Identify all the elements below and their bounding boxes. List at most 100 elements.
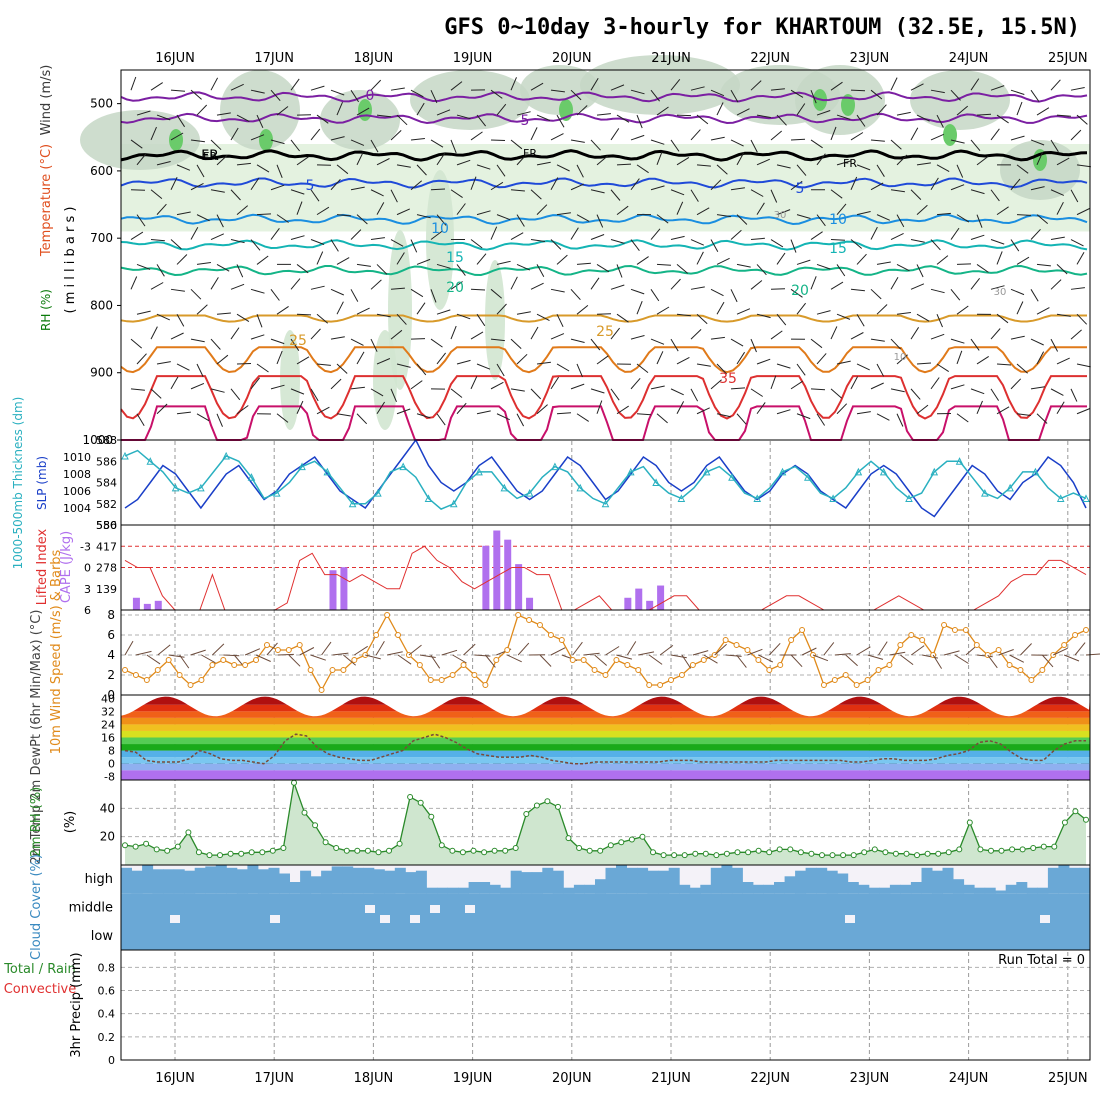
rh-marker <box>671 852 678 859</box>
rh-marker <box>195 849 202 856</box>
rh-marker <box>122 842 128 849</box>
wind-barb <box>316 114 329 124</box>
wind-barb <box>390 130 402 141</box>
wind-barb <box>576 105 588 116</box>
wind-speed-marker <box>820 682 827 688</box>
wind-barb <box>990 189 1000 202</box>
wind-barb <box>416 164 427 176</box>
wind-barb <box>770 288 786 290</box>
wind-barb <box>216 263 230 272</box>
wind-barb <box>1070 388 1078 402</box>
wind-barb <box>950 139 965 144</box>
wind-barb <box>1070 287 1085 290</box>
date-label-top: 17JUN <box>254 51 294 66</box>
thickness-marker <box>626 467 635 476</box>
wind-barb <box>276 350 283 365</box>
wind-barb <box>536 404 548 415</box>
wind-speed-marker <box>941 622 948 628</box>
wind-tick-label: 0 <box>107 688 115 702</box>
wind-barb <box>476 114 486 127</box>
wind-barb <box>650 89 660 102</box>
cloud-high-bar <box>942 867 954 894</box>
wind-barb <box>756 202 765 215</box>
wind-barb <box>696 164 711 167</box>
wind-speed-marker <box>908 632 915 638</box>
wind-barb <box>356 263 371 267</box>
date-label-bottom: 18JUN <box>354 1071 394 1086</box>
wind-barb <box>290 235 305 241</box>
wind-barb <box>1050 388 1064 396</box>
cape-bar <box>132 597 140 610</box>
wind-barb <box>190 182 204 191</box>
wind-barb <box>790 89 804 98</box>
wind-barb <box>316 363 331 366</box>
wind-barb <box>296 356 310 365</box>
wind-barb <box>210 277 219 290</box>
cloud-high-bar <box>595 879 606 894</box>
thickness-marker <box>1056 494 1065 502</box>
wind-barb <box>590 234 605 240</box>
wind-barb <box>716 102 724 116</box>
thickness-marker <box>854 467 863 476</box>
cloud-high-bar <box>753 884 764 894</box>
cloud-high-bar <box>489 884 501 894</box>
wind-barb <box>356 413 368 425</box>
rh-marker <box>840 852 847 859</box>
wind-barb <box>536 161 551 166</box>
wind-barb <box>636 301 643 315</box>
ylabel-3hr-precip: 3hr Precip (mm) <box>69 952 84 1057</box>
wind-barb-10m <box>266 642 278 656</box>
wind-barb <box>310 388 319 402</box>
thickness-marker <box>905 494 913 502</box>
wind-barb <box>636 413 652 416</box>
wind-barb <box>1076 252 1085 265</box>
cloud-level-label: low <box>91 929 114 944</box>
rh-marker <box>164 847 171 854</box>
wind-barb <box>816 263 831 270</box>
wind-barb-10m <box>572 641 583 656</box>
freezing-label: FR <box>523 147 537 160</box>
wind-barb <box>550 333 565 340</box>
wind-barb <box>510 139 523 150</box>
wind-barb <box>176 211 191 216</box>
wind-barb <box>550 376 560 390</box>
wind-barb-10m <box>1041 654 1054 668</box>
wind-barb <box>696 313 708 325</box>
wind-barb <box>1070 189 1079 203</box>
wind-barb-10m <box>168 654 185 658</box>
wind-barb <box>790 239 797 253</box>
rh-marker <box>312 822 319 829</box>
wind-speed-marker <box>777 662 784 668</box>
cloud-high-bar <box>531 872 543 894</box>
wind-barb <box>950 384 965 390</box>
cloud-high-bar <box>415 870 427 894</box>
wind-barb <box>476 313 486 327</box>
wind-barb <box>790 288 803 298</box>
wind-barb-10m <box>277 653 294 656</box>
wind-barb-10m <box>1085 653 1100 656</box>
cloud-high-bar <box>426 887 438 894</box>
wind-barb <box>270 228 280 240</box>
wind-barb <box>1036 107 1050 116</box>
wind-barb <box>490 288 503 299</box>
wind-barb <box>956 305 969 315</box>
wind-barb <box>490 338 505 342</box>
wind-speed-marker <box>657 682 664 688</box>
wind-barb <box>616 313 629 323</box>
wind-barb <box>456 313 471 320</box>
wind-barb <box>150 388 162 399</box>
li-tick-label: -3 <box>80 540 91 553</box>
wind-speed-marker <box>788 637 795 643</box>
wind-barb <box>230 83 244 91</box>
rh-marker <box>956 846 963 853</box>
wind-barb-10m <box>212 643 225 656</box>
wind-barb <box>930 239 941 251</box>
wind-barb <box>950 338 965 344</box>
wind-barb-10m <box>790 654 803 668</box>
run-total-label: Run Total = 0 <box>998 953 1085 968</box>
wind-barb <box>236 114 250 123</box>
wind-barb <box>876 164 885 177</box>
wind-barb <box>1056 264 1068 275</box>
wind-barb <box>690 286 705 290</box>
wind-barb <box>376 264 388 275</box>
